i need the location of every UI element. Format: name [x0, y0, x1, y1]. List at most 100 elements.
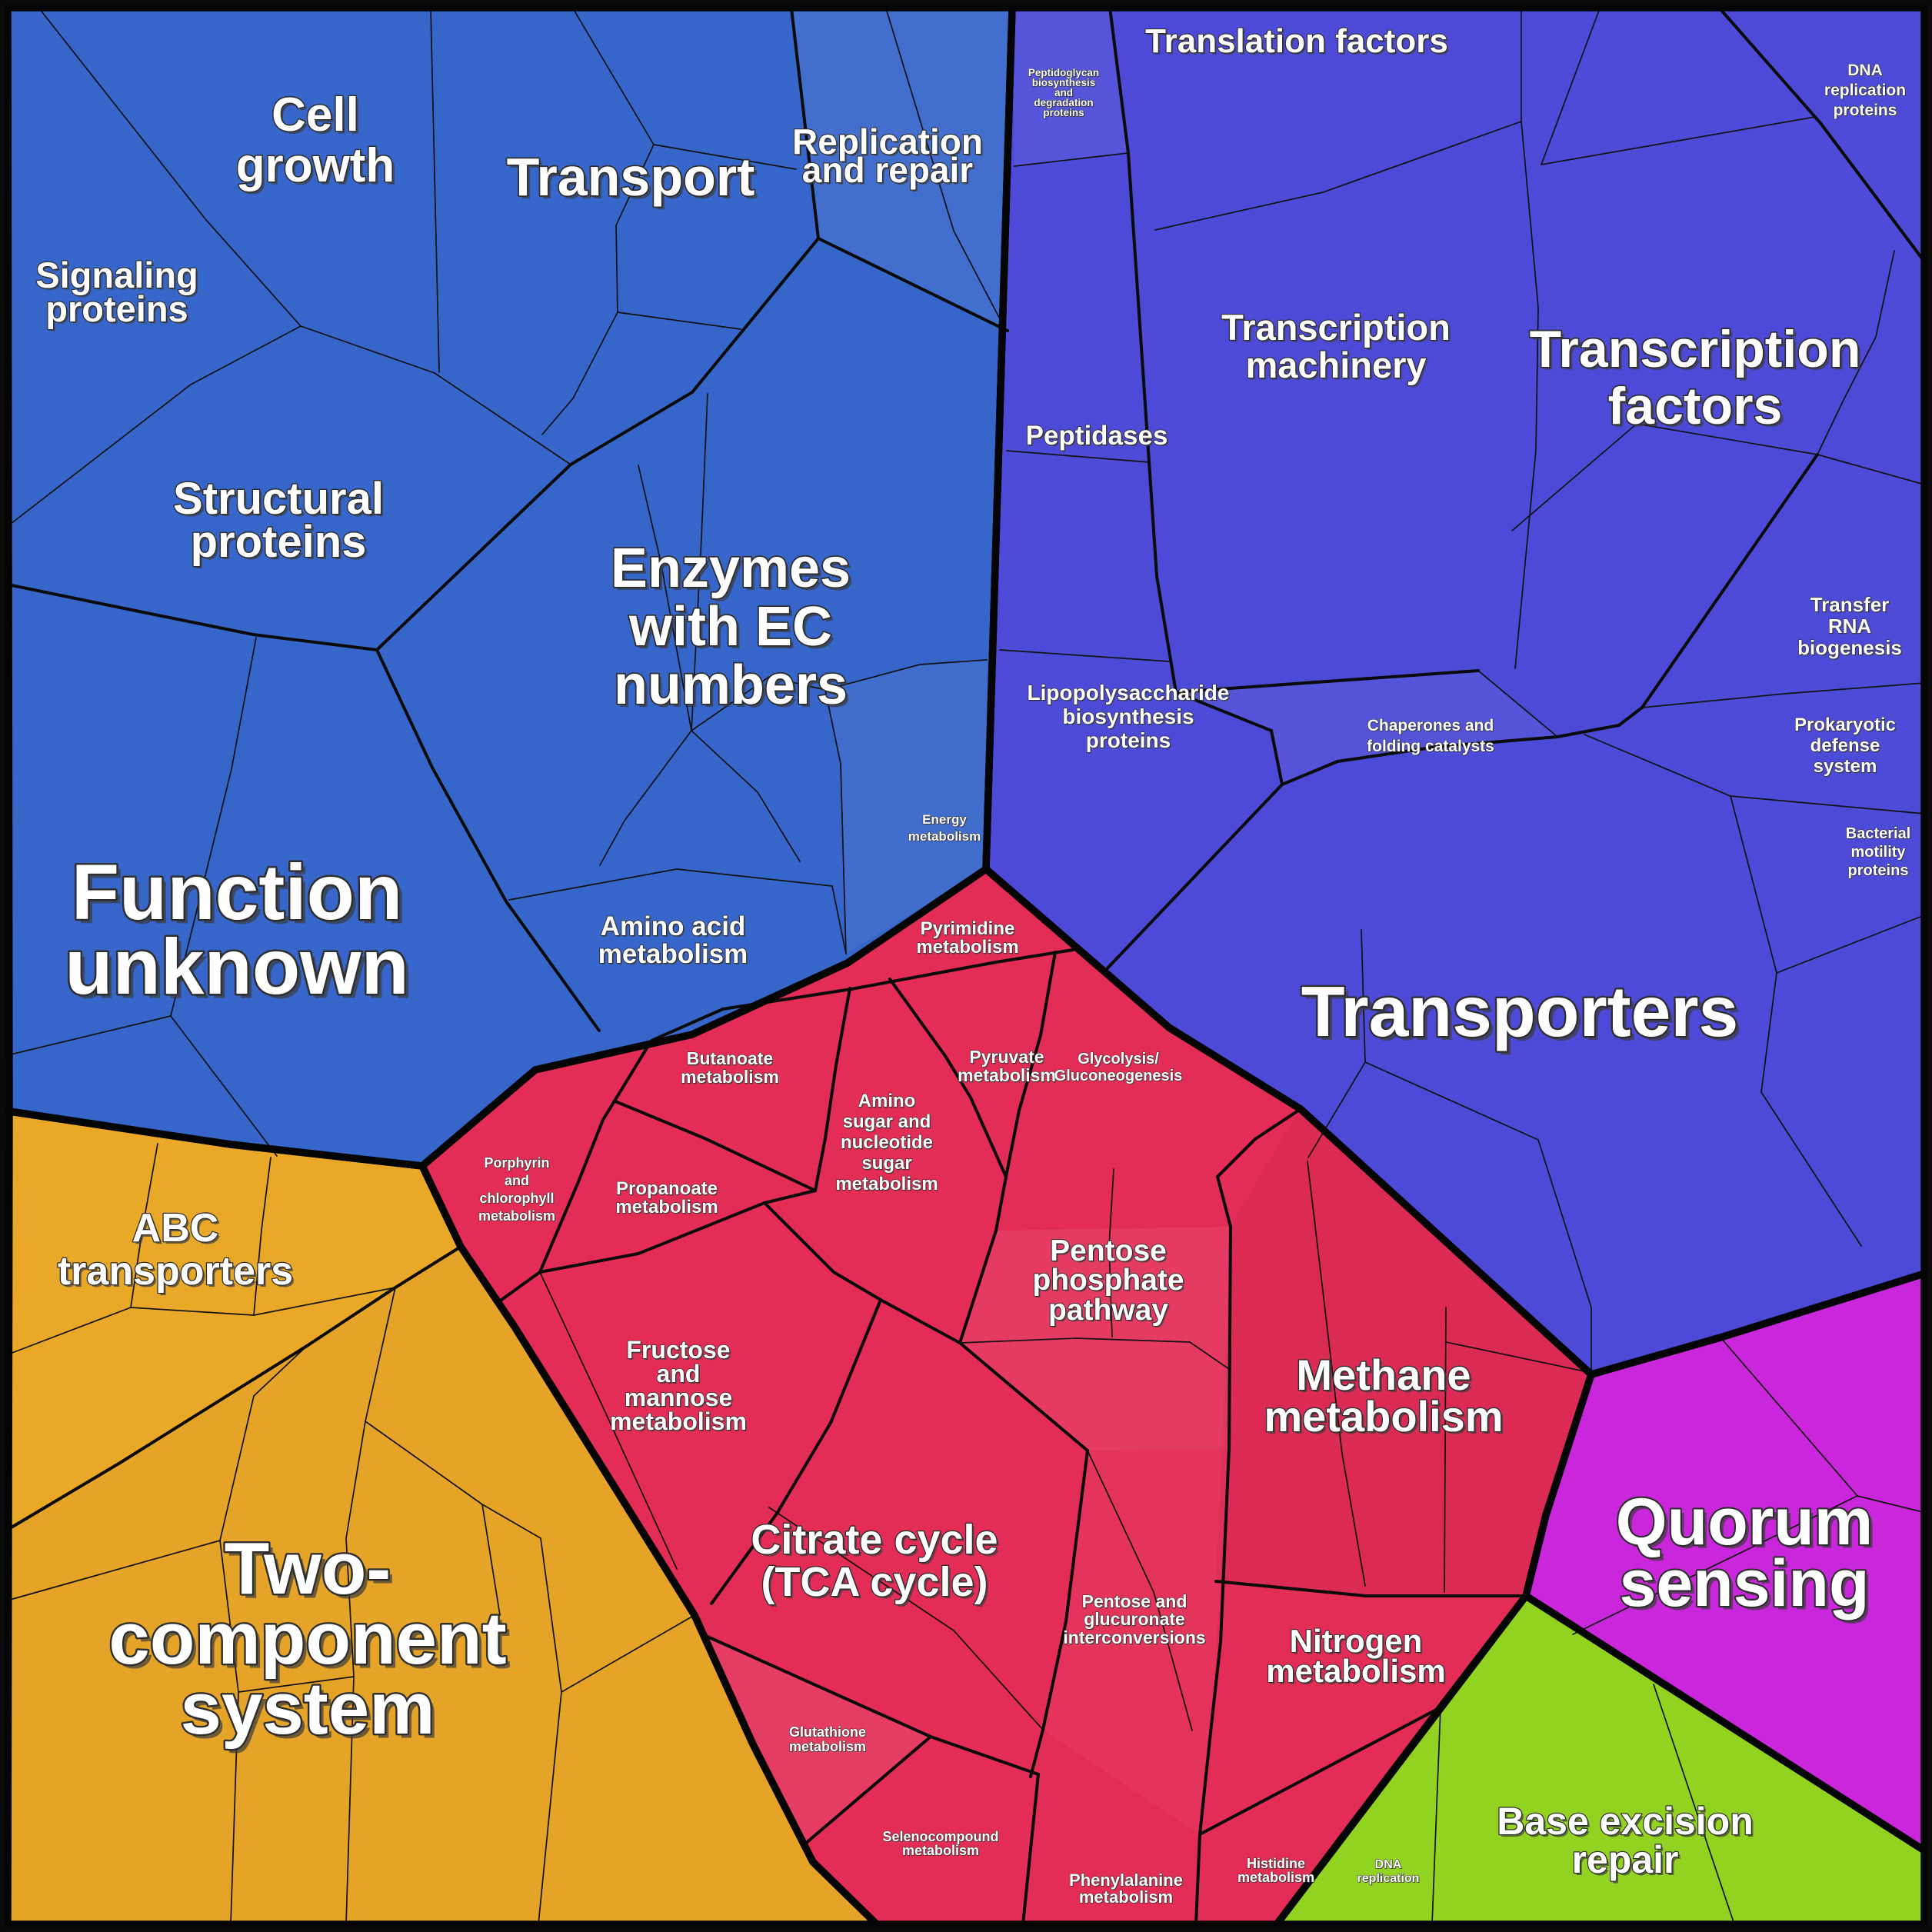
svg-text:biosynthesis: biosynthesis [1062, 705, 1194, 728]
svg-text:Transport: Transport [507, 147, 755, 207]
svg-text:Replication: Replication [794, 124, 985, 164]
svg-text:growth: growth [238, 142, 398, 195]
svg-text:mannose: mannose [625, 1384, 732, 1411]
svg-text:proteins: proteins [1086, 728, 1171, 752]
svg-text:ABC: ABC [135, 1208, 222, 1253]
svg-text:motility: motility [1852, 844, 1907, 861]
svg-text:Energy: Energy [923, 813, 968, 828]
svg-text:metabolism: metabolism [615, 1197, 718, 1217]
svg-text:proteins: proteins [1849, 863, 1910, 880]
svg-text:Quorum: Quorum [1619, 1489, 1876, 1563]
svg-text:unknown: unknown [69, 928, 414, 1015]
svg-text:Glutathione: Glutathione [790, 1725, 867, 1740]
svg-text:system: system [185, 1671, 439, 1754]
svg-text:biosynthesis: biosynthesis [1032, 77, 1096, 88]
svg-text:Peptidases: Peptidases [1027, 422, 1169, 452]
svg-text:Amino acid: Amino acid [602, 913, 748, 943]
svg-text:ABC: ABC [132, 1206, 219, 1251]
svg-text:Bacterial: Bacterial [1847, 826, 1912, 843]
svg-text:proteins: proteins [1834, 102, 1898, 120]
svg-text:Pyruvate: Pyruvate [971, 1048, 1045, 1068]
svg-text:Selenocompound: Selenocompound [884, 1830, 1000, 1845]
svg-text:Cell: Cell [271, 88, 359, 142]
svg-text:component: component [108, 1597, 506, 1680]
svg-text:factors: factors [1608, 377, 1783, 435]
svg-text:and: and [657, 1360, 701, 1387]
svg-text:Amino: Amino [858, 1091, 916, 1111]
svg-text:Butanoate: Butanoate [687, 1048, 773, 1068]
svg-text:Citrate cycle: Citrate cycle [751, 1517, 998, 1563]
svg-text:chlorophyll: chlorophyll [479, 1191, 554, 1206]
svg-text:Signaling: Signaling [38, 257, 201, 298]
svg-text:Fructose: Fructose [626, 1336, 730, 1364]
svg-text:pathway: pathway [1048, 1294, 1168, 1327]
svg-text:Glutathione: Glutathione [789, 1724, 866, 1740]
svg-text:sugar: sugar [861, 1153, 911, 1174]
svg-text:Replication: Replication [792, 122, 983, 162]
svg-text:numbers: numbers [614, 655, 848, 716]
svg-text:numbers: numbers [617, 658, 851, 719]
svg-text:metabolism: metabolism [1079, 1887, 1173, 1907]
svg-text:Translation factors: Translation factors [1148, 24, 1451, 62]
svg-text:Transport: Transport [509, 150, 758, 210]
svg-text:and: and [505, 1174, 530, 1189]
svg-text:metabolism: metabolism [478, 1208, 555, 1224]
svg-text:Base excision: Base excision [1497, 1800, 1754, 1843]
svg-text:chlorophyll: chlorophyll [481, 1191, 555, 1207]
svg-text:repair: repair [1572, 1838, 1679, 1881]
svg-text:Phenylalanine: Phenylalanine [1069, 1870, 1183, 1890]
svg-text:Cell: Cell [275, 91, 362, 144]
svg-text:growth: growth [236, 139, 395, 192]
svg-text:metabolism: metabolism [681, 1068, 780, 1088]
svg-text:(TCA cycle): (TCA cycle) [761, 1559, 988, 1605]
svg-text:metabolism: metabolism [789, 1739, 866, 1754]
svg-text:factors: factors [1611, 380, 1785, 438]
svg-text:sugar and: sugar and [843, 1111, 931, 1132]
svg-text:Nitrogen: Nitrogen [1290, 1623, 1423, 1659]
svg-text:metabolism: metabolism [908, 829, 981, 844]
svg-text:Structural: Structural [173, 474, 384, 524]
svg-text:Function: Function [75, 853, 407, 941]
svg-text:Chaperones and: Chaperones and [1367, 717, 1494, 734]
svg-text:and repair: and repair [802, 150, 974, 190]
svg-text:Gluconeogenesis: Gluconeogenesis [1055, 1068, 1184, 1085]
svg-text:Pyrimidine: Pyrimidine [921, 918, 1015, 939]
svg-text:DNA: DNA [1847, 62, 1883, 79]
svg-text:proteins: proteins [45, 288, 188, 329]
svg-text:metabolism: metabolism [1266, 1394, 1505, 1443]
svg-text:and: and [1055, 88, 1074, 99]
svg-text:machinery: machinery [1245, 345, 1426, 385]
svg-text:proteins: proteins [48, 291, 190, 331]
svg-text:sensing: sensing [1620, 1547, 1870, 1621]
svg-text:and: and [1054, 87, 1073, 98]
svg-text:Transcription: Transcription [1530, 320, 1861, 378]
svg-text:RNA: RNA [1829, 615, 1873, 638]
svg-text:transporters: transporters [58, 1249, 293, 1294]
svg-text:metabolism: metabolism [610, 1407, 747, 1435]
svg-text:Methane: Methane [1299, 1353, 1474, 1401]
svg-text:repair: repair [1574, 1840, 1681, 1884]
svg-text:Transfer: Transfer [1811, 594, 1890, 617]
svg-text:system: system [181, 1667, 435, 1750]
svg-text:Peptidases: Peptidases [1026, 421, 1168, 451]
svg-text:metabolism: metabolism [837, 1174, 939, 1195]
svg-text:proteins: proteins [1043, 107, 1084, 118]
svg-text:Pentose: Pentose [1051, 1236, 1168, 1269]
svg-text:motility: motility [1850, 844, 1906, 861]
svg-text:Methane: Methane [1296, 1351, 1471, 1399]
svg-text:Porphyrin: Porphyrin [484, 1155, 549, 1171]
svg-text:Translation factors: Translation factors [1145, 22, 1448, 60]
svg-text:Citrate cycle: Citrate cycle [753, 1519, 1000, 1565]
svg-text:metabolism: metabolism [681, 1067, 779, 1087]
svg-text:Transcription: Transcription [1224, 309, 1453, 350]
svg-text:Propanoate: Propanoate [617, 1179, 718, 1200]
svg-text:Glycolysis/: Glycolysis/ [1078, 1051, 1159, 1068]
svg-text:Peptidoglycan: Peptidoglycan [1029, 68, 1100, 79]
svg-text:Transfer: Transfer [1810, 593, 1890, 616]
svg-text:Peptidoglycan: Peptidoglycan [1028, 67, 1099, 78]
svg-text:metabolism: metabolism [598, 939, 748, 969]
svg-text:metabolism: metabolism [916, 937, 1018, 958]
svg-text:metabolism: metabolism [1266, 1653, 1445, 1689]
svg-text:Chaperones and: Chaperones and [1368, 718, 1495, 735]
svg-text:biosynthesis: biosynthesis [1033, 78, 1097, 89]
